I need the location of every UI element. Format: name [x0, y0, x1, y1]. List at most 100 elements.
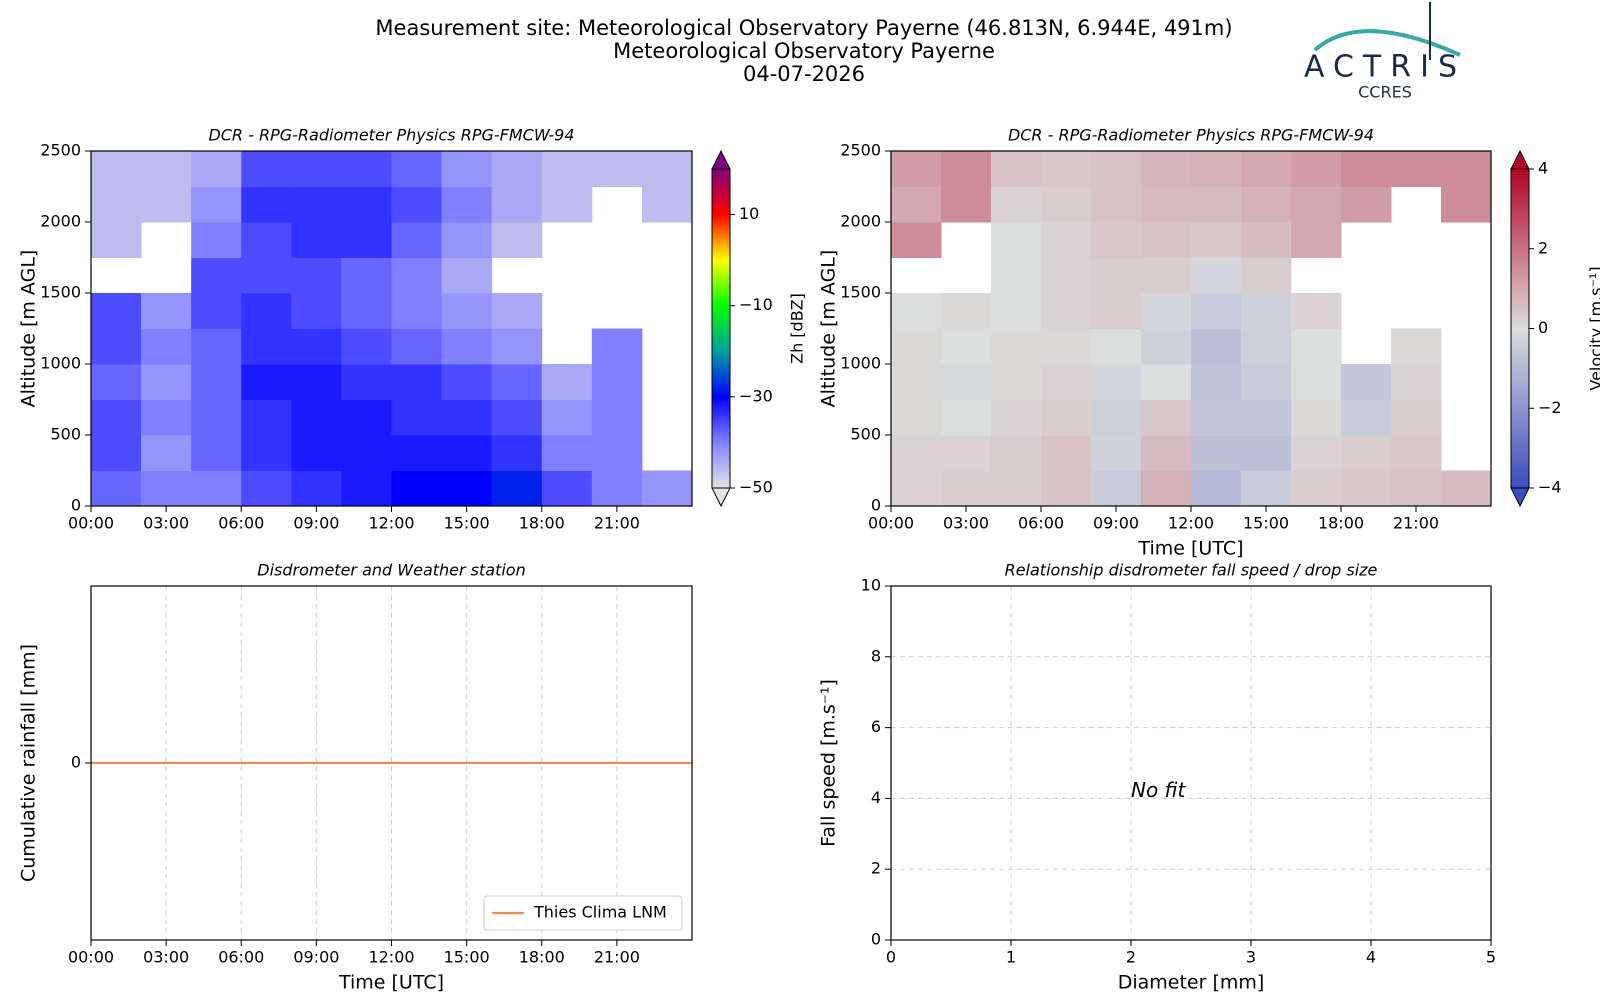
- y-tick-label: 2000: [840, 212, 881, 231]
- heatmap-cell: [1241, 399, 1292, 436]
- heatmap-cell: [991, 328, 1042, 365]
- x-tick-label: 18:00: [519, 948, 565, 967]
- heatmap-cell: [941, 364, 992, 400]
- heatmap-cell: [991, 435, 1042, 471]
- heatmap-cell: [1291, 435, 1342, 471]
- heatmap-cell: [141, 293, 192, 329]
- heatmap-cell: [241, 470, 292, 507]
- heatmap-cell: [141, 151, 192, 187]
- legend: [483, 895, 683, 931]
- heatmap-cell: [491, 435, 543, 471]
- heatmap-cell: [891, 435, 942, 471]
- heatmap-cell: [191, 328, 242, 365]
- heatmap-cell: [341, 328, 392, 365]
- colorbar-tick-label: −50: [739, 478, 773, 497]
- heatmap-cell: [391, 257, 443, 294]
- panel: DCR - RPG-Radiometer Physics RPG-FMCW-94…: [18, 126, 807, 533]
- colorbar-tick-label: −2: [1538, 398, 1562, 417]
- heatmap-cell: [191, 435, 242, 471]
- heatmap-cell: [341, 399, 392, 436]
- heatmap-cell: [441, 257, 493, 294]
- heatmap-cell: [291, 435, 342, 471]
- y-tick-label: 0: [71, 496, 81, 515]
- heatmap-cell: [941, 328, 992, 365]
- heatmap-cell: [991, 364, 1042, 400]
- colorbar: [711, 168, 731, 489]
- x-tick-label: 12:00: [368, 514, 414, 533]
- heatmap-cell: [1191, 470, 1242, 507]
- heatmap-cell: [891, 293, 942, 329]
- heatmap-cell: [1191, 293, 1242, 329]
- y-tick-label: 0: [871, 496, 881, 515]
- colorbar-tick-label: −4: [1538, 478, 1562, 497]
- x-tick-label: 09:00: [293, 948, 339, 967]
- y-tick-label: 10: [861, 576, 881, 595]
- heatmap-cell: [591, 364, 643, 400]
- heatmap-cell: [1191, 186, 1242, 223]
- heatmap-cell: [91, 222, 142, 258]
- heatmap-cell: [1441, 470, 1492, 507]
- heatmap-cell: [1041, 186, 1092, 223]
- x-axis-label: Time [UTC]: [338, 972, 444, 994]
- heatmap-cell: [291, 328, 342, 365]
- heatmap-cell: [241, 222, 292, 258]
- y-tick-label: 1500: [40, 283, 81, 302]
- heatmap-cell: [1091, 470, 1142, 507]
- header-subtitle: Meteorological Observatory Payerne: [613, 39, 995, 63]
- y-axis-label: Altitude [m AGL]: [18, 250, 40, 408]
- x-tick-label: 18:00: [519, 514, 565, 533]
- axes-frame: [890, 585, 1492, 941]
- heatmap-cell: [341, 364, 392, 400]
- heatmap-cell: [291, 364, 342, 400]
- heatmap-cell: [1141, 257, 1192, 294]
- heatmap-cell: [591, 328, 643, 365]
- heatmap-cell: [91, 364, 142, 400]
- x-tick-label: 00:00: [68, 948, 114, 967]
- heatmap-cell: [991, 186, 1042, 223]
- heatmap-cell: [391, 328, 443, 365]
- heatmap-cell: [191, 399, 242, 436]
- x-tick-label: 15:00: [444, 948, 490, 967]
- x-tick-label: 5: [1486, 948, 1496, 967]
- colorbar-tick-label: −10: [739, 295, 773, 314]
- heatmap-cell: [341, 293, 392, 329]
- x-tick-label: 06:00: [1018, 514, 1064, 533]
- heatmap-cell: [991, 399, 1042, 436]
- heatmap-cell: [1091, 399, 1142, 436]
- x-tick-label: 18:00: [1318, 514, 1364, 533]
- heatmap-cell: [391, 435, 443, 471]
- heatmap-cell: [1141, 435, 1192, 471]
- y-tick-label: 2: [871, 859, 881, 878]
- heatmap-cell: [1241, 151, 1292, 187]
- x-tick-label: 03:00: [143, 514, 189, 533]
- heatmap-cell: [391, 151, 443, 187]
- heatmap-cell: [1041, 435, 1092, 471]
- panel-title: Relationship disdrometer fall speed / dr…: [1005, 561, 1378, 580]
- heatmap-cell: [441, 328, 493, 365]
- heatmap-cell: [891, 399, 942, 436]
- x-tick-label: 3: [1246, 948, 1256, 967]
- panel: Disdrometer and Weather station Time [UTC…: [18, 561, 693, 994]
- y-tick-label: 8: [871, 646, 881, 665]
- colorbar-extend-bottom: [711, 487, 731, 508]
- heatmap-cell: [1191, 399, 1242, 436]
- heatmap-cell: [591, 435, 643, 471]
- heatmap-cell: [1141, 186, 1192, 223]
- heatmap-cell: [941, 293, 992, 329]
- y-tick-label: 2000: [40, 212, 81, 231]
- heatmap-cell: [1091, 222, 1142, 258]
- heatmap-cell: [341, 222, 392, 258]
- logo-arc: [1313, 29, 1461, 57]
- heatmap-cell: [241, 257, 292, 294]
- heatmap-cell: [1291, 222, 1342, 258]
- heatmap-cell: [891, 186, 942, 223]
- x-tick-label: 15:00: [1243, 514, 1289, 533]
- y-tick-label: 1000: [40, 354, 81, 373]
- colorbar-label: Velocity [m.s⁻¹]: [1587, 266, 1600, 390]
- y-tick-label: 2500: [840, 141, 881, 160]
- heatmap-cell: [541, 435, 593, 471]
- heatmap-cell: [1091, 364, 1142, 400]
- heatmap-cell: [391, 293, 443, 329]
- y-tick-label: 1000: [840, 354, 881, 373]
- heatmap-cell: [1241, 470, 1292, 507]
